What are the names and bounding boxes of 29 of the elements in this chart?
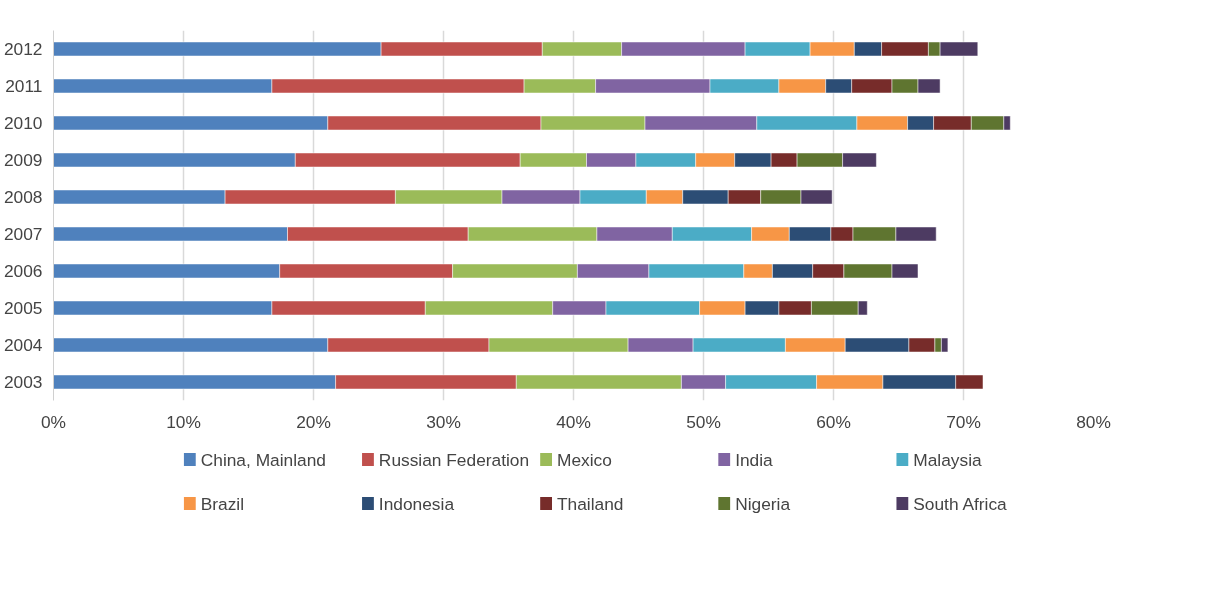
y-tick-label: 2004 <box>3 335 43 355</box>
legend-label: China, Mainland <box>200 449 326 470</box>
y-tick-label: 2010 <box>3 113 43 133</box>
x-tick-label: 0% <box>40 411 67 432</box>
y-tick-label: 2008 <box>3 187 43 207</box>
legend-label: South Africa <box>913 493 1008 514</box>
legend-label: Indonesia <box>378 493 455 514</box>
legend-label: Russian Federation <box>378 449 530 470</box>
x-tick-label: 10% <box>166 411 201 432</box>
y-tick-label: 2009 <box>3 150 43 170</box>
legend-label: Brazil <box>200 493 245 514</box>
y-tick-label: 2007 <box>3 224 43 244</box>
y-tick-label: 2005 <box>3 298 43 318</box>
x-tick-label: 30% <box>426 411 461 432</box>
x-tick-label: 20% <box>296 411 331 432</box>
legend-label: Thailand <box>557 493 624 514</box>
x-tick-label: 60% <box>816 411 851 432</box>
legend-label: Malaysia <box>913 449 983 470</box>
x-tick-label: 50% <box>686 411 721 432</box>
x-tick-label: 80% <box>1076 411 1111 432</box>
legend-label: Mexico <box>557 449 612 470</box>
legend-label: India <box>735 449 774 470</box>
y-tick-label: 2006 <box>3 261 43 281</box>
legend-label: Nigeria <box>735 493 791 514</box>
y-tick-label: 2003 <box>3 372 43 392</box>
x-tick-label: 70% <box>946 411 981 432</box>
x-tick-label: 40% <box>556 411 591 432</box>
y-tick-label: 2012 <box>3 39 43 59</box>
y-tick-label: 2011 <box>5 76 43 96</box>
